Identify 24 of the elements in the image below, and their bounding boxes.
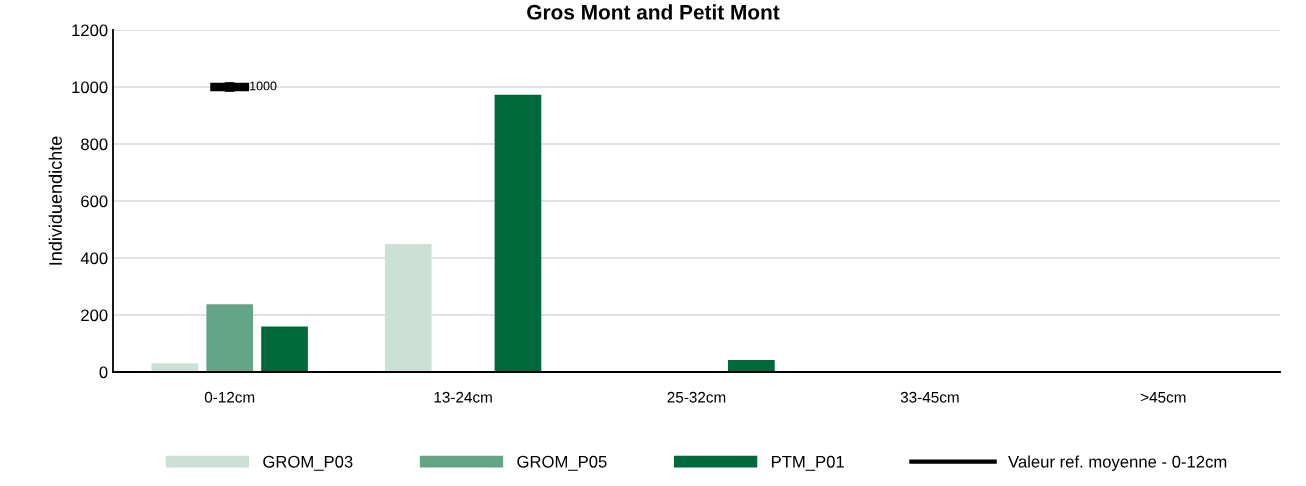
y-axis-title: Individuendichte <box>48 136 62 265</box>
legend-label: GROM_P05 <box>517 455 607 471</box>
legend-label: Valeur ref. moyenne - 0-12cm <box>1008 455 1227 471</box>
bar <box>494 94 542 372</box>
y-tick-label: 0 <box>99 366 108 379</box>
bar <box>728 360 775 372</box>
bar <box>384 244 432 372</box>
x-tick-label: >45cm <box>1140 392 1186 403</box>
legend-label: GROM_P03 <box>263 455 353 471</box>
y-tick-label: 800 <box>81 138 108 151</box>
x-tick-label: 33-45cm <box>900 391 959 403</box>
y-tick-label: 400 <box>80 252 108 265</box>
x-tick-label: 25-32cm <box>667 391 726 403</box>
x-tick-label: 0-12cm <box>204 391 255 403</box>
x-tick-label: 13-24cm <box>434 391 492 403</box>
y-tick-label: 200 <box>81 309 108 322</box>
data-label: 1000 <box>250 81 277 91</box>
bar <box>261 326 308 372</box>
y-tick-label: 1200 <box>72 24 108 37</box>
chart-title: Gros Mont and Petit Mont <box>527 4 780 20</box>
legend-label: PTM_P01 <box>771 455 844 471</box>
bar <box>206 304 254 372</box>
y-tick-label: 600 <box>81 195 108 208</box>
y-tick-label: 1000 <box>72 81 108 94</box>
